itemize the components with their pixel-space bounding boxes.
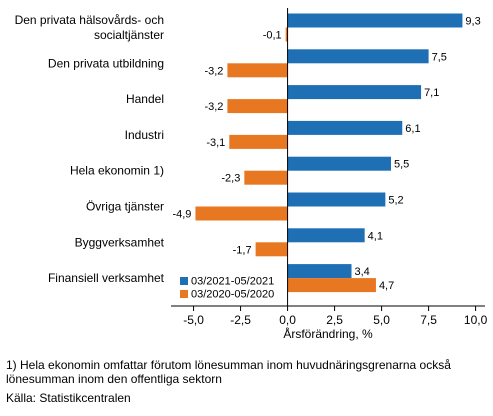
x-tick-label-4: 5,0 (373, 313, 390, 327)
x-tick-label-5: 7,5 (420, 313, 437, 327)
bar-2021-7 (287, 264, 352, 279)
x-tick-label-2: 0,0 (279, 313, 296, 327)
value-label-2020-7: 4,7 (379, 280, 394, 292)
legend-swatch-2020 (180, 290, 188, 298)
bar-2020-7 (287, 278, 376, 293)
bar-2021-4 (287, 156, 391, 171)
x-tick-label-6: 10,0 (464, 313, 488, 327)
category-label-2-0: Handel (126, 92, 164, 106)
category-label-0-0: Den privata hälsovårds- och (15, 13, 164, 27)
value-label-2021-0: 9,3 (465, 16, 480, 28)
legend-label-2020: 03/2020-05/2020 (191, 289, 274, 301)
category-label-6-0: Byggverksamhet (75, 235, 165, 249)
bar-2020-1 (227, 63, 288, 78)
value-label-2021-2: 7,1 (424, 87, 439, 99)
value-label-2021-1: 7,5 (432, 51, 447, 63)
bar-2020-4 (244, 170, 288, 185)
category-label-3-0: Industri (125, 128, 164, 142)
x-tick-label-1: -2,5 (230, 313, 251, 327)
source-note: Källa: Statistikcentralen (6, 391, 131, 405)
value-label-2020-3: -3,1 (206, 137, 225, 149)
bar-2020-0 (285, 27, 288, 42)
value-label-2020-6: -1,7 (233, 244, 252, 256)
category-label-4-0: Hela ekonomin 1) (70, 164, 164, 178)
bar-2021-0 (287, 13, 463, 28)
category-label-7-0: Finansiell verksamhet (48, 271, 165, 285)
legend-label-2021: 03/2021-05/2021 (191, 276, 274, 288)
category-label-5-0: Övriga tjänster (86, 200, 164, 214)
value-label-2021-3: 6,1 (405, 123, 420, 135)
bar-2020-3 (229, 134, 288, 149)
bar-2021-5 (287, 192, 386, 207)
value-label-2021-5: 5,2 (388, 195, 403, 207)
bar-2020-2 (227, 99, 288, 114)
bar-2021-1 (287, 49, 429, 64)
category-label-1-0: Den privata utbildning (48, 56, 164, 70)
bar-2021-2 (287, 85, 422, 100)
x-axis-title: Årsförändring, % (283, 326, 373, 341)
x-tick-label-3: 2,5 (326, 313, 343, 327)
value-label-2020-4: -2,3 (221, 173, 240, 185)
value-label-2020-5: -4,9 (172, 209, 191, 221)
bar-2021-3 (287, 120, 403, 135)
value-label-2021-4: 5,5 (394, 159, 409, 171)
value-label-2021-7: 3,4 (355, 266, 370, 278)
bar-2020-6 (255, 242, 288, 257)
bar-2020-5 (195, 206, 288, 221)
legend-swatch-2021 (180, 277, 188, 285)
x-tick-label-0: -5,0 (183, 313, 204, 327)
value-label-2020-1: -3,2 (204, 65, 223, 77)
category-label-0-1: socialtjänster (94, 28, 164, 42)
value-label-2020-0: -0,1 (263, 30, 282, 42)
value-label-2020-2: -3,2 (204, 101, 223, 113)
value-label-2021-6: 4,1 (368, 230, 383, 242)
footnote: 1) Hela ekonomin omfattar förutom lönesu… (6, 358, 451, 386)
bar-2021-6 (287, 228, 365, 243)
